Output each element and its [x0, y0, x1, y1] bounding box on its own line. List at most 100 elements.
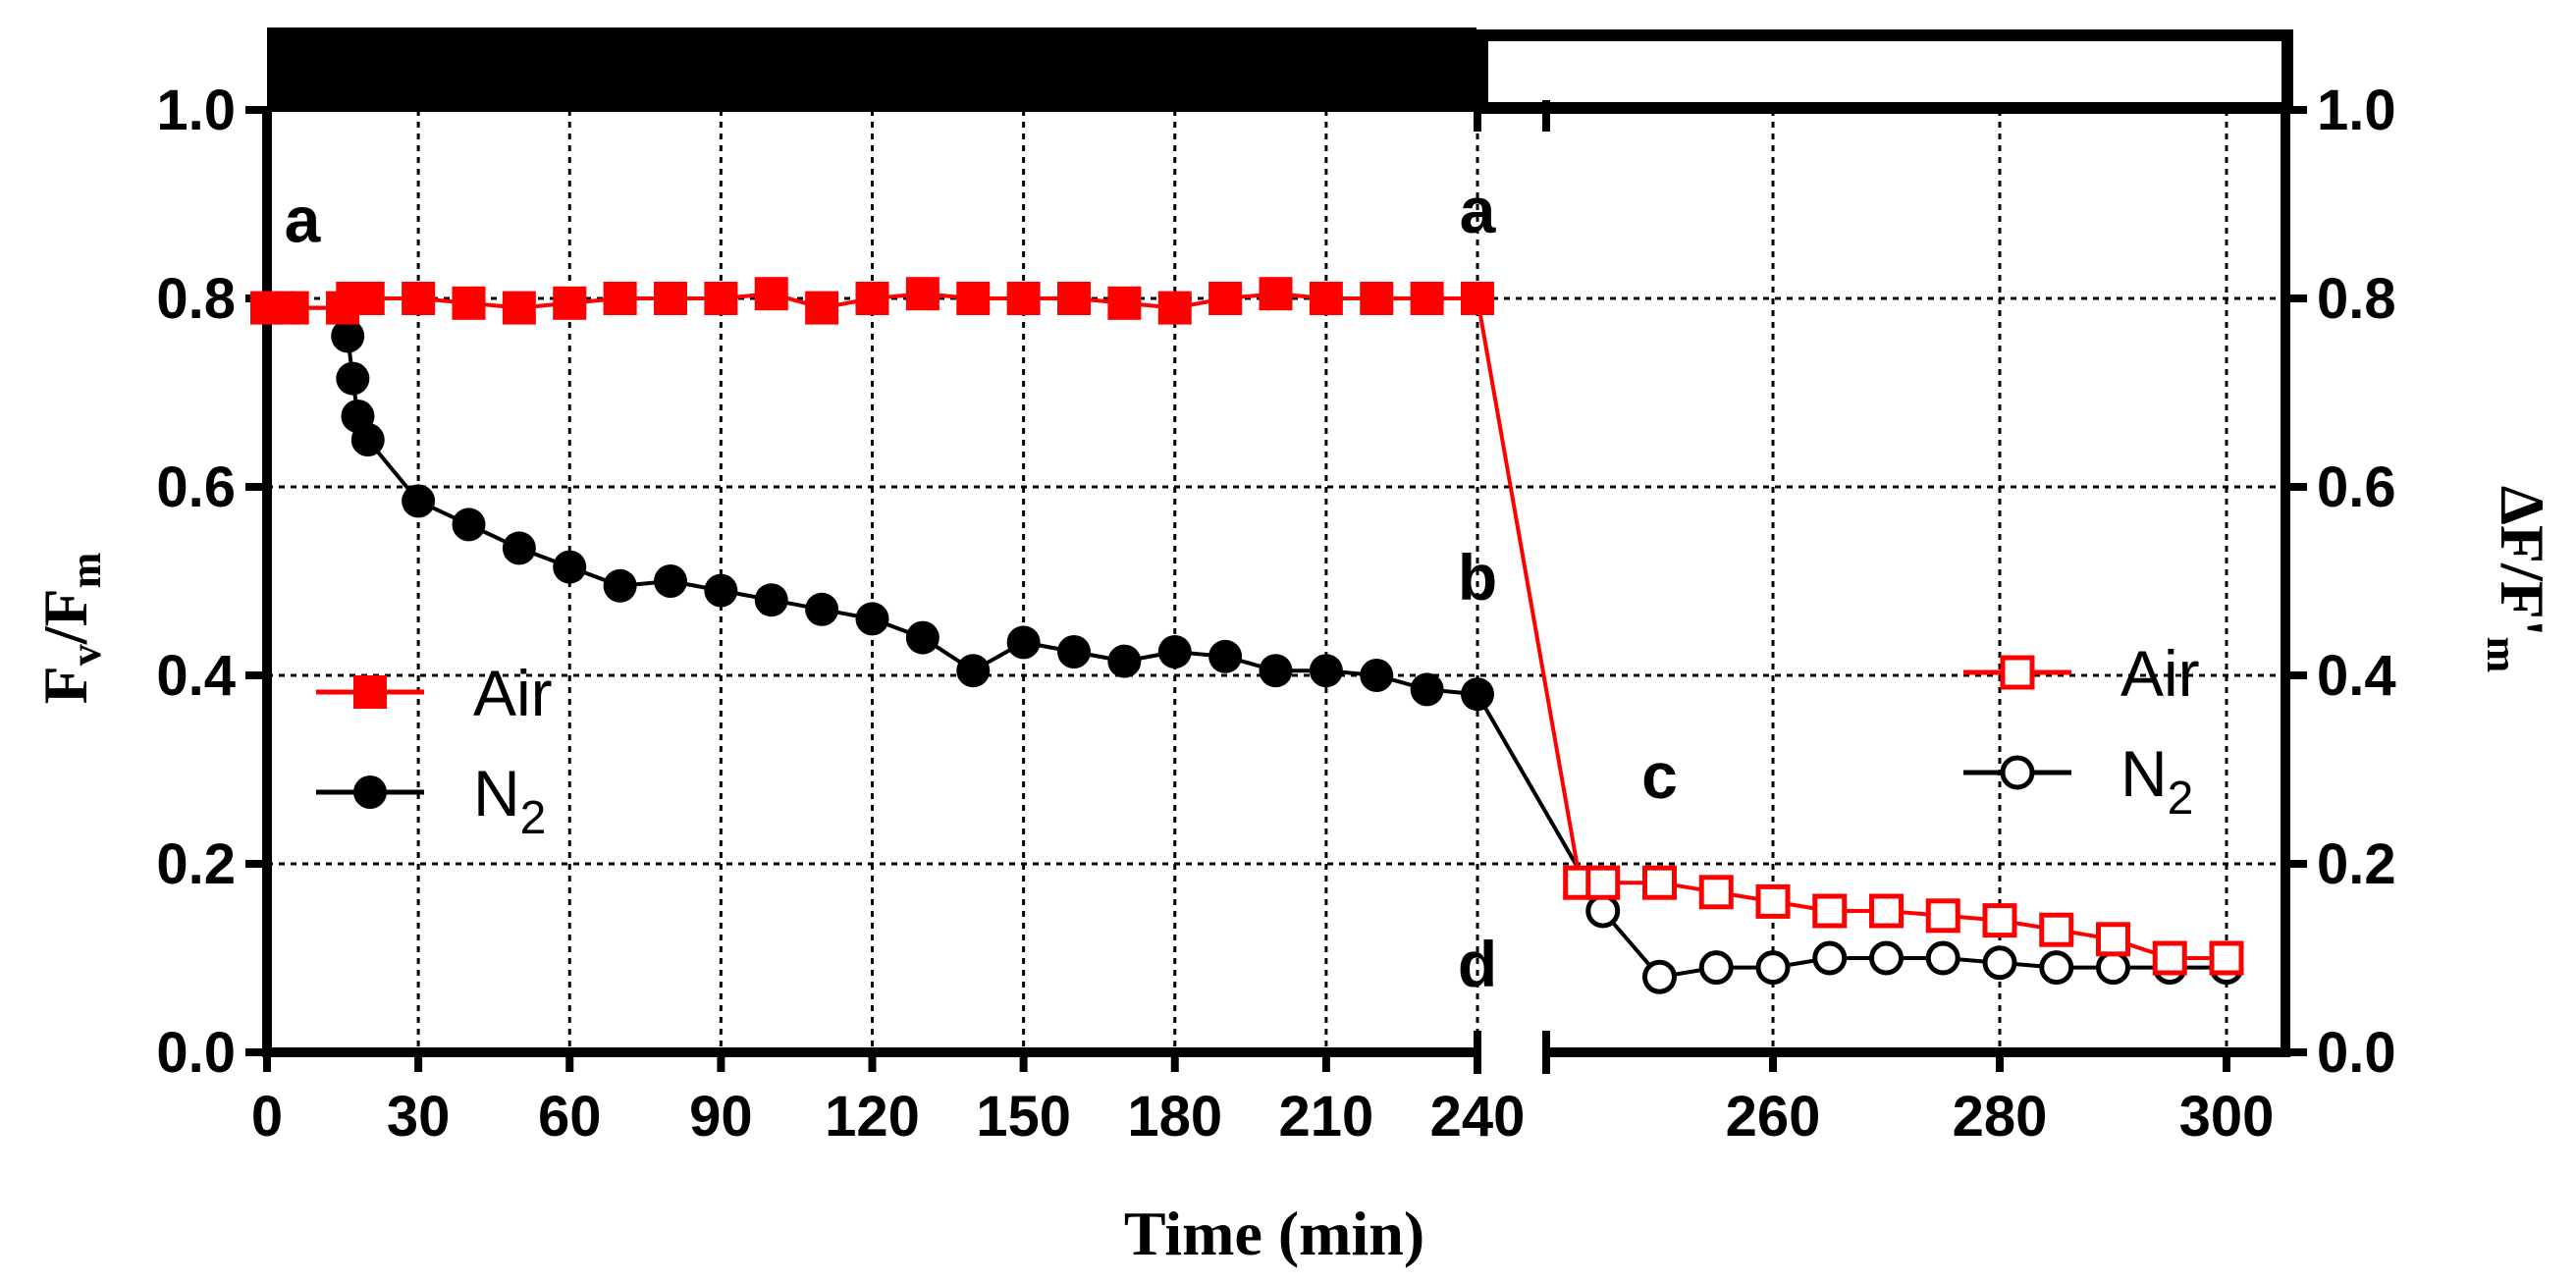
- x-tick-label: 240: [1430, 1085, 1526, 1149]
- x-tick-label: 210: [1278, 1085, 1373, 1149]
- dark-phase-bar: [267, 27, 1476, 112]
- data-point: [402, 282, 436, 315]
- data-point: [1585, 865, 1621, 900]
- data-point: [553, 550, 587, 584]
- data-point: [1157, 291, 1192, 325]
- data-point: [905, 620, 939, 655]
- data-point: [1057, 282, 1091, 315]
- data-point: [603, 282, 637, 315]
- legend-right: Air N2: [1963, 637, 2200, 825]
- legend-label-main: N: [473, 757, 520, 829]
- data-point: [2152, 940, 2187, 976]
- y-left-sub2: m: [62, 553, 110, 589]
- data-point: [2000, 655, 2035, 690]
- series: [250, 277, 2244, 994]
- legend-left: Air N2: [316, 657, 553, 844]
- annotation-label: d: [1458, 928, 1497, 1000]
- y-right-main: ΔF/F': [2488, 486, 2557, 637]
- series-air-left: [250, 277, 1494, 325]
- data-point: [956, 282, 991, 315]
- x-tick-label: 120: [825, 1085, 920, 1149]
- data-point: [805, 291, 839, 325]
- data-point: [1642, 959, 1677, 994]
- data-point: [1982, 903, 2017, 938]
- data-point: [603, 568, 637, 603]
- data-point: [1869, 893, 1904, 929]
- data-point: [1309, 654, 1343, 688]
- data-point: [1006, 282, 1041, 315]
- data-point: [1309, 282, 1343, 315]
- x-tick-label: 260: [1726, 1085, 1821, 1149]
- y-tick-label-right: 0.2: [2317, 832, 2396, 896]
- data-point: [1107, 286, 1142, 320]
- series-line: [1476, 297, 2227, 960]
- data-point: [275, 291, 309, 325]
- x-tick-label: 180: [1127, 1085, 1222, 1149]
- data-point: [1698, 875, 1734, 910]
- data-point: [704, 282, 738, 315]
- data-point: [2096, 922, 2130, 957]
- x-axis-title: Time (min): [1124, 1199, 1424, 1268]
- y-left-sub1: v: [62, 644, 110, 666]
- data-point: [2209, 940, 2244, 976]
- legend-label-main: Air: [2120, 637, 2200, 710]
- data-point: [805, 592, 839, 626]
- x-tick-label: 300: [2179, 1085, 2275, 1149]
- data-point: [1157, 635, 1192, 668]
- y-left-main: F: [30, 666, 100, 704]
- y-tick-label-right: 0.8: [2317, 267, 2396, 331]
- data-point: [336, 361, 370, 396]
- legend-label-sub: 2: [2168, 773, 2194, 825]
- legend-label-main: Air: [473, 657, 553, 729]
- y-tick-label-left: 1.0: [156, 79, 236, 142]
- data-point: [353, 775, 387, 809]
- x-tick-label: 90: [689, 1085, 753, 1149]
- y-tick-label-right: 0.4: [2317, 644, 2396, 708]
- data-point: [1755, 883, 1791, 919]
- legend-item: N2: [316, 757, 546, 844]
- data-point: [1107, 644, 1142, 678]
- legend-label: N2: [2120, 737, 2193, 825]
- legend-label-main: N: [2120, 737, 2168, 810]
- x-tick-label: 150: [976, 1085, 1071, 1149]
- x-tick-label: 0: [251, 1085, 283, 1149]
- legend-item: N2: [1963, 737, 2193, 825]
- data-point: [1259, 277, 1293, 311]
- y-tick-label-right: 0.6: [2317, 455, 2396, 519]
- data-point: [905, 277, 939, 311]
- data-point: [704, 573, 738, 608]
- data-point: [2096, 950, 2130, 986]
- data-point: [331, 319, 365, 353]
- data-point: [2000, 755, 2035, 790]
- data-point: [654, 564, 687, 598]
- data-point: [956, 654, 991, 688]
- legend-item: Air: [316, 657, 553, 729]
- y-tick-label-left: 0.8: [156, 267, 236, 331]
- data-point: [1585, 893, 1621, 929]
- data-point: [1755, 950, 1791, 986]
- annotation-label: b: [1458, 541, 1497, 614]
- y-right-sub: m: [2478, 637, 2526, 673]
- svg-text:ΔF/F'm: ΔF/F'm: [2478, 486, 2557, 673]
- data-point: [1360, 659, 1394, 692]
- x-tick-label: 60: [538, 1085, 602, 1149]
- y-tick-label-right: 0.0: [2317, 1021, 2396, 1085]
- data-point: [350, 282, 385, 315]
- legend-label: N2: [473, 757, 546, 844]
- legend-label: Air: [473, 657, 553, 729]
- data-point: [502, 531, 536, 565]
- annotation-label: a: [1460, 174, 1497, 246]
- data-point: [1642, 865, 1677, 900]
- data-point: [855, 602, 889, 636]
- y-axis-title-left: Fv/Fm: [30, 553, 110, 705]
- y-tick-label-left: 0.2: [156, 832, 236, 896]
- data-point: [402, 484, 436, 518]
- data-point: [1925, 940, 1960, 976]
- light-phase-bar: [1476, 29, 2293, 114]
- data-point: [1698, 950, 1734, 986]
- data-point: [350, 423, 385, 456]
- data-point: [1925, 898, 1960, 934]
- legend-item: Air: [1963, 637, 2200, 710]
- annotations: a a b c d: [285, 174, 1678, 1000]
- y-tick-label-right: 1.0: [2317, 79, 2396, 142]
